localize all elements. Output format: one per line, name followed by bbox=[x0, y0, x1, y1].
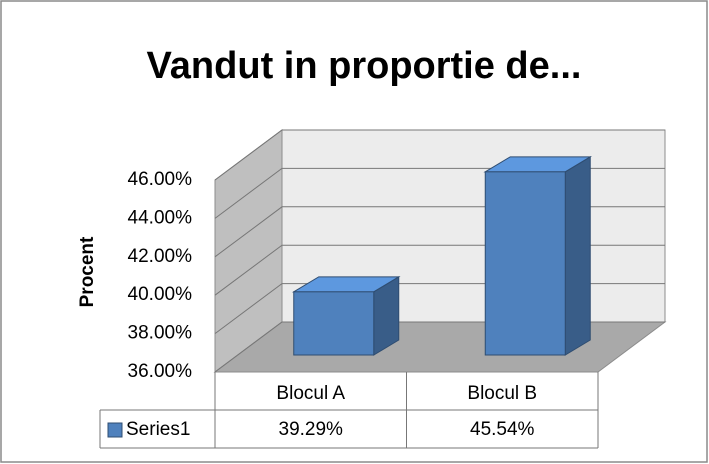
floor bbox=[213, 321, 667, 373]
bar bbox=[484, 171, 566, 356]
y-tick-label: 38.00% bbox=[128, 323, 193, 344]
data-label: 39.29% bbox=[279, 419, 344, 440]
legend-label: Series1 bbox=[126, 419, 190, 440]
x-tick-label: Blocul A bbox=[276, 383, 345, 404]
y-axis-label: Procent bbox=[77, 236, 98, 307]
grid-line bbox=[214, 129, 665, 181]
data-label: 45.54% bbox=[470, 419, 535, 440]
y-tick-label: 42.00% bbox=[128, 246, 193, 267]
y-tick-label: 40.00% bbox=[128, 284, 193, 305]
x-tick-label: Blocul B bbox=[467, 383, 537, 404]
bar bbox=[293, 291, 375, 356]
legend-key bbox=[107, 422, 123, 438]
bar-side bbox=[564, 155, 591, 356]
y-tick-label: 46.00% bbox=[128, 169, 193, 190]
y-tick-label: 44.00% bbox=[128, 207, 193, 228]
chart-title: Vandut in proportie de... bbox=[147, 45, 582, 87]
y-tick-label: 36.00% bbox=[128, 361, 193, 382]
